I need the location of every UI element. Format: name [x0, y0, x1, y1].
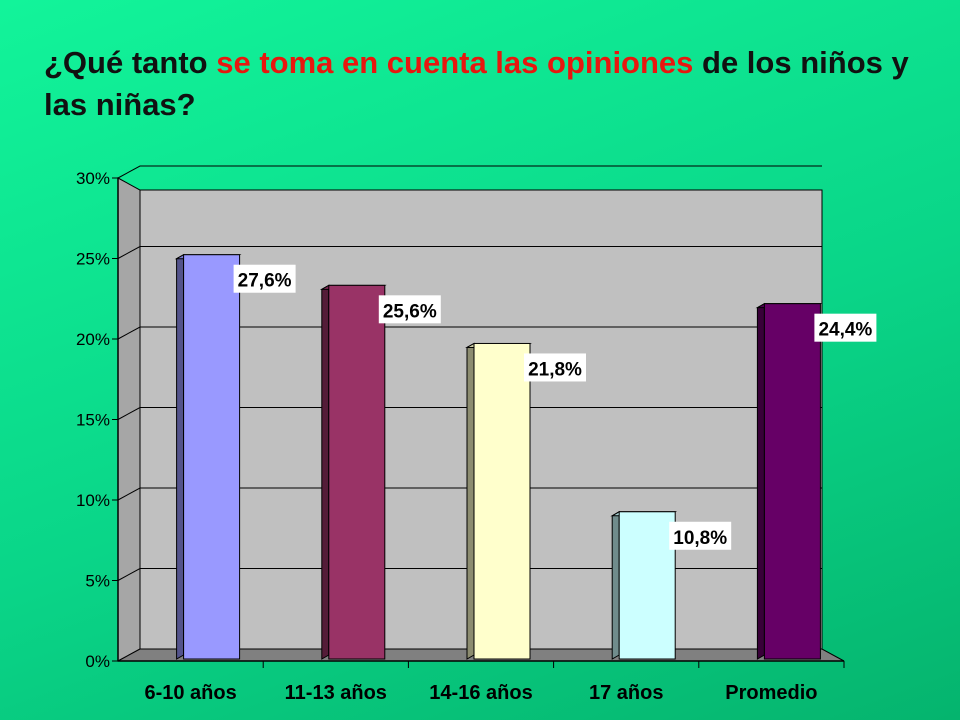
- data-label: 24,4%: [818, 320, 872, 341]
- bar-side: [321, 284, 330, 660]
- y-tick-label: 20%: [76, 330, 110, 349]
- y-tick-label: 5%: [85, 572, 110, 591]
- x-tick-label: 14-16 años: [429, 682, 532, 704]
- data-label: 10,8%: [673, 528, 727, 549]
- bar: [618, 511, 676, 660]
- y-tick-label: 30%: [76, 169, 110, 188]
- gridline: [117, 326, 822, 340]
- y-tick-label: 0%: [85, 652, 110, 671]
- gridline: [117, 246, 822, 259]
- y-axis: 0% 5% 10% 15% 20% 25% 30%: [76, 169, 119, 671]
- gridline: [117, 407, 822, 420]
- x-tick-label: 6-10 años: [144, 682, 236, 704]
- gridline: [117, 568, 822, 581]
- bar: [328, 284, 386, 660]
- data-label-box: [524, 353, 586, 382]
- data-label-box: [378, 295, 441, 324]
- data-label: 21,8%: [528, 359, 582, 380]
- data-label-box: [233, 264, 296, 293]
- bar-side: [611, 510, 620, 660]
- plot-side-wall: [117, 177, 141, 662]
- bars: 27,6% 25,6% 21,8% 10,8% 24,4%: [174, 253, 877, 660]
- title-part-2: de los niños y las niñas?: [44, 45, 909, 122]
- bar-side: [466, 342, 475, 660]
- chart-title: ¿Qué tanto se toma en cuenta las opinion…: [44, 42, 924, 126]
- x-tick-label: 11-13 años: [285, 682, 387, 704]
- bar: [473, 342, 531, 660]
- bar-side: [176, 253, 185, 660]
- title-part-1: ¿Qué tanto: [44, 45, 217, 80]
- data-label-box: [669, 521, 732, 550]
- x-tick-label: Promedio: [725, 682, 817, 704]
- gridlines: [117, 165, 822, 581]
- y-tick-label: 25%: [76, 250, 110, 269]
- bar: [763, 303, 821, 660]
- gridline: [117, 487, 822, 501]
- gridline: [117, 165, 822, 179]
- x-tick-label: 17 años: [589, 682, 663, 704]
- title-highlight: se toma en cuenta las opiniones: [216, 45, 694, 80]
- bar: [183, 254, 241, 660]
- x-axis: 6-10 años 11-13 años 14-16 años 17 años Prom…: [118, 660, 845, 704]
- bar-side: [756, 302, 765, 660]
- data-label: 27,6%: [238, 271, 292, 292]
- y-tick-label: 10%: [76, 491, 110, 510]
- data-label-box: [814, 313, 877, 342]
- data-label: 25,6%: [383, 301, 437, 322]
- y-tick-label: 15%: [76, 411, 110, 430]
